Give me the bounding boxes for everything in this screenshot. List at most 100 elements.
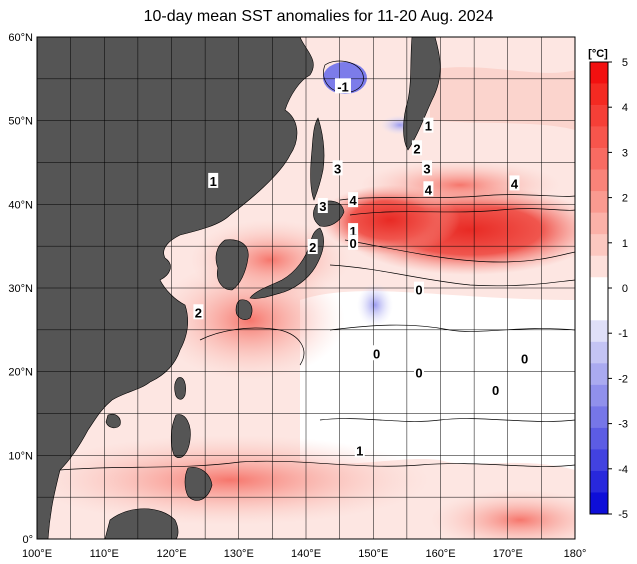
kamchatka-peninsula-landmass [403, 37, 441, 151]
contour-label: 0 [413, 364, 424, 381]
korean-peninsula-landmass [215, 239, 249, 291]
map-frame [36, 36, 576, 540]
latitude-tick-label: 60°N [8, 32, 33, 44]
warm-anomaly-equatorial-east [430, 490, 575, 539]
colorbar-swatch [590, 320, 608, 343]
contour-label: 0 [519, 350, 530, 366]
longitude-tick-label: 120°E [156, 548, 186, 560]
longitude-tick-label: 160°E [425, 548, 455, 560]
contour-label: 4 [423, 181, 434, 197]
contour-label-text: 0 [492, 383, 499, 398]
contour-label: 1 [348, 223, 359, 239]
contour-label-text: 3 [319, 199, 326, 214]
contour-label-text: 1 [210, 174, 217, 189]
contour-label-text: 2 [309, 240, 316, 255]
longitude-tick-label: 170°E [493, 548, 523, 560]
cool-anomaly-south-of-japan [357, 283, 393, 327]
graticule [37, 37, 575, 539]
cool-anomaly-okhotsk [323, 62, 367, 94]
contour-label: -1 [334, 78, 351, 94]
longitude-tick-label: 130°E [224, 548, 254, 560]
colorbar-tick-label: 3 [622, 147, 628, 159]
colorbar-swatch [590, 470, 608, 493]
colorbar-swatch [590, 363, 608, 386]
latitude-tick-label: 40°N [8, 199, 33, 211]
contour-label: 0 [371, 345, 382, 361]
contour-lines [59, 60, 575, 471]
contour-label-text: 2 [195, 305, 202, 320]
latitude-axis: 60°N 50°N 40°N 30°N 20°N 10°N 0° [8, 32, 33, 546]
colorbar-swatch [590, 341, 608, 364]
contour-label-text: 0 [415, 366, 422, 381]
contour-label-text: 1 [356, 443, 363, 458]
colorbar-swatch [590, 169, 608, 192]
colorbar-swatch [590, 384, 608, 407]
colorbar-tick-label: -1 [618, 328, 628, 340]
contour-label: 3 [317, 198, 328, 214]
colorbar-swatch [590, 83, 608, 106]
longitude-axis: 100°E 110°E 120°E 130°E 140°E 150°E 160°E 170°E… [22, 548, 586, 560]
kyushu-island-landmass [235, 299, 253, 320]
colorbar-tick-label: 4 [622, 102, 628, 114]
taiwan-island-landmass [174, 377, 186, 400]
colorbar: [°C] 5 4 3 2 1 0 -1 -2 -3 -4 -5 [588, 48, 628, 521]
contour-label: 4 [509, 175, 520, 191]
contour-label-text: 4 [511, 176, 519, 191]
contour-label-text: 1 [349, 224, 356, 239]
latitude-tick-label: 10°N [8, 450, 33, 462]
colorbar-swatch [590, 406, 608, 429]
hainan-island-landmass [105, 413, 121, 429]
contour-label-text: 0 [349, 236, 356, 251]
colorbar-swatch [590, 191, 608, 213]
colorbar-swatch [590, 255, 608, 278]
colorbar-swatch [590, 126, 608, 149]
contour-label-text: -1 [337, 79, 349, 94]
longitude-tick-label: 180° [564, 548, 587, 560]
contour-label-text: 4 [425, 182, 433, 197]
latitude-tick-label: 50°N [8, 116, 33, 128]
colorbar-swatch [590, 234, 608, 257]
colorbar-swatch [590, 449, 608, 472]
sakhalin-island-landmass [310, 117, 325, 201]
contour-label: 4 [348, 192, 359, 208]
contour-label-text: 0 [521, 351, 528, 366]
contour-label-text: 1 [425, 119, 432, 134]
contour-label: 0 [490, 382, 501, 398]
contour-label-text: 0 [373, 346, 380, 361]
contour-label: 0 [348, 234, 359, 251]
colorbar-swatch [590, 148, 608, 170]
latitude-tick-label: 0° [22, 534, 33, 546]
contour-label: 1 [354, 442, 365, 458]
colorbar-swatch [590, 62, 608, 84]
colorbar-unit: [°C] [588, 48, 608, 60]
neutral-anomaly-region [300, 291, 575, 470]
contour-label: 2 [411, 140, 422, 156]
warm-anomaly-north-east [430, 67, 575, 130]
contour-label-text: 4 [349, 193, 357, 208]
contour-label: 3 [422, 160, 433, 176]
colorbar-swatch [590, 277, 608, 300]
colorbar-swatch [590, 105, 608, 127]
contour-label: 3 [332, 160, 343, 176]
contour-label: 2 [307, 239, 318, 255]
contour-label: 1 [423, 117, 434, 134]
colorbar-tick-labels: 5 4 3 2 1 0 -1 -2 -3 -4 -5 [608, 57, 628, 521]
contour-label-text: 2 [413, 141, 420, 156]
colorbar-tick-label: -2 [618, 373, 628, 385]
colorbar-tick-label: -3 [618, 419, 628, 431]
contour-label: 2 [193, 304, 204, 320]
longitude-tick-label: 150°E [358, 548, 388, 560]
colorbar-swatch [590, 427, 608, 450]
colorbar-tick-label: 2 [622, 193, 628, 205]
longitude-tick-label: 110°E [90, 548, 119, 560]
colorbar-tick-label: 5 [622, 57, 628, 69]
contour-label: 1 [208, 172, 219, 189]
colorbar-swatch [590, 492, 608, 515]
latitude-tick-label: 20°N [8, 367, 33, 379]
contour-label-text: 3 [423, 161, 430, 176]
map-field [37, 37, 575, 539]
colorbar-tick-label: -4 [618, 464, 628, 476]
warm-anomaly-kuril [360, 160, 560, 210]
contour-label-text: 0 [415, 283, 422, 298]
